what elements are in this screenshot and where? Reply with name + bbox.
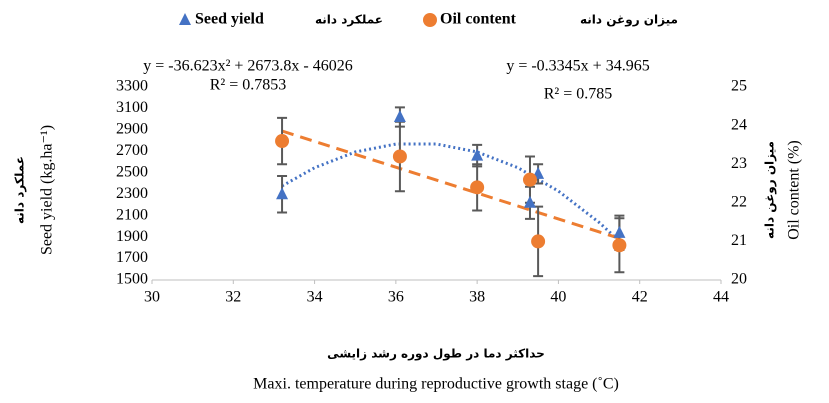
- y-tick-label: 1700: [116, 249, 148, 266]
- y2-tick-label: 22: [731, 193, 747, 210]
- point: [275, 134, 290, 149]
- x-axis-title-fa: حداکثر دما در طول دوره رشد زایشی: [327, 347, 545, 362]
- y2-tick-label: 23: [731, 155, 747, 172]
- y-tick-label: 3300: [116, 78, 148, 95]
- x-tick-label: 32: [225, 289, 241, 306]
- point: [393, 110, 406, 123]
- y2-tick-label: 24: [731, 116, 747, 133]
- y-tick-label: 2900: [116, 121, 148, 138]
- x-tick-label: 34: [307, 289, 323, 306]
- point: [531, 234, 546, 249]
- trendline: [281, 142, 621, 243]
- trend-equation: y = -36.623x² + 2673.8x - 46026: [143, 58, 353, 75]
- y2-tick-label: 25: [731, 78, 747, 95]
- trendline: [281, 129, 620, 240]
- x-tick-label: 44: [713, 289, 729, 306]
- y2-axis-title-fa: میزان روغن دانه: [763, 141, 778, 239]
- legend-marker: [423, 13, 437, 27]
- y-axis-title-fa: عملکرد دانه: [13, 156, 27, 224]
- x-tick-label: 38: [469, 289, 485, 306]
- y-tick-label: 2300: [116, 185, 148, 202]
- x-tick-label: 42: [632, 289, 648, 306]
- point: [613, 225, 626, 238]
- legend-label: Seed yield: [195, 11, 264, 28]
- trend-equation: R² = 0.7853: [210, 77, 287, 94]
- x-axis-title: Maxi. temperature during reproductive gr…: [253, 376, 619, 393]
- legend-label: Oil content: [440, 11, 517, 28]
- legend-marker: [179, 13, 191, 25]
- y2-axis-title: Oil content (%): [786, 140, 803, 240]
- point: [523, 195, 536, 208]
- trend-equation: R² = 0.785: [544, 86, 613, 103]
- y-tick-label: 2700: [116, 142, 148, 159]
- legend-label-fa: عملکرد دانه: [315, 13, 383, 27]
- point: [612, 238, 627, 253]
- point: [471, 148, 484, 161]
- point: [522, 172, 537, 187]
- y-tick-label: 1900: [116, 228, 148, 245]
- x-tick-label: 40: [550, 289, 566, 306]
- y2-tick-label: 20: [731, 271, 747, 288]
- y-tick-label: 3100: [116, 99, 148, 116]
- trend-equation: y = -0.3345x + 34.965: [506, 58, 649, 75]
- y-tick-label: 1500: [116, 271, 148, 288]
- point: [470, 180, 485, 195]
- legend-label-fa: میزان روغن دانه: [580, 13, 678, 28]
- x-tick-label: 36: [388, 289, 404, 306]
- y-tick-label: 2100: [116, 206, 148, 223]
- y2-tick-label: 21: [731, 232, 747, 249]
- point: [276, 187, 289, 200]
- x-tick-label: 30: [144, 289, 160, 306]
- point: [392, 149, 407, 164]
- y-axis-title: Seed yield (kg.ha⁻¹): [39, 125, 56, 255]
- y-tick-label: 2500: [116, 163, 148, 180]
